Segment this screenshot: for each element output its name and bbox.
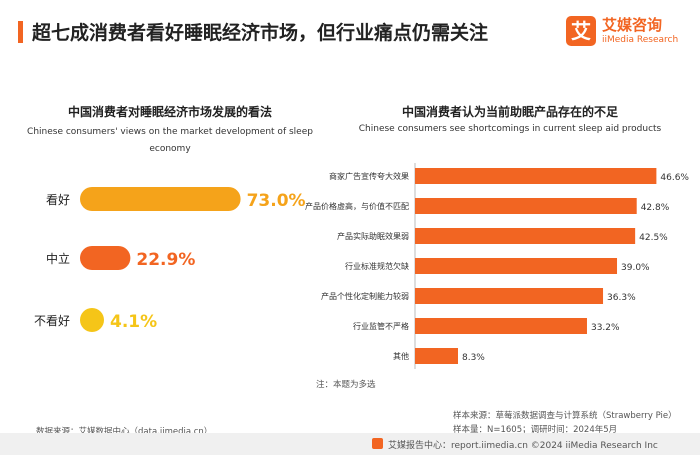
right-category-label: 产品价格虚高，与价值不匹配: [305, 201, 409, 211]
right-bar: [415, 258, 618, 274]
right-value-label: 8.3%: [462, 353, 485, 363]
page-title: 超七成消费者看好睡眠经济市场，但行业痛点仍需关注: [32, 22, 489, 44]
right-chart-subtitle: Chinese consumers see shortcomings in cu…: [358, 124, 662, 134]
right-bar: [415, 228, 636, 244]
report-center-icon: [372, 438, 383, 449]
right-bar: [415, 288, 604, 304]
right-value-label: 36.3%: [607, 293, 636, 303]
right-category-label: 行业标准规范欠缺: [345, 261, 409, 271]
left-chart-title: 中国消费者对睡眠经济市场发展的看法: [67, 105, 272, 119]
left-category-label: 中立: [46, 251, 70, 266]
logo-name-en: iiMedia Research: [602, 35, 679, 45]
footer-bar: [0, 433, 700, 455]
left-category-label: 看好: [46, 193, 70, 207]
right-category-label: 其他: [393, 351, 409, 361]
right-bar: [415, 168, 657, 184]
logo-name-cn: 艾媒咨询: [602, 16, 663, 34]
right-value-label: 42.5%: [639, 233, 668, 243]
left-value-label: 73.0%: [247, 191, 306, 211]
title-accent-bar: [18, 21, 23, 43]
left-bar: [80, 308, 104, 332]
iimedia-logo: 艾 艾媒咨询 iiMedia Research: [566, 14, 688, 50]
multi-select-note: 注：本题为多选: [316, 380, 376, 390]
right-value-label: 42.8%: [641, 203, 670, 213]
right-category-label: 商家广告宣传夸大效果: [329, 171, 409, 181]
right-bar: [415, 318, 587, 334]
left-bar: [80, 187, 241, 211]
left-bar: [80, 246, 131, 270]
right-value-label: 46.6%: [660, 173, 689, 183]
right-value-label: 33.2%: [591, 323, 620, 333]
sample-source-note: 样本来源：草莓派数据调查与计算系统（Strawberry Pie）: [453, 411, 677, 421]
right-category-label: 行业监管不严格: [353, 321, 409, 331]
right-category-label: 产品个性化定制能力较弱: [321, 291, 409, 301]
sample-size-note: 样本量：N=1605；调研时间：2024年5月: [453, 425, 618, 435]
title-bar: 超七成消费者看好睡眠经济市场，但行业痛点仍需关注 艾 艾媒咨询 iiMedia …: [0, 0, 700, 62]
data-source-note: 数据来源：艾媒数据中心（data.iimedia.cn）: [36, 427, 213, 437]
right-chart-title: 中国消费者认为当前助眠产品存在的不足: [401, 105, 618, 119]
logo-mark-icon: 艾: [566, 16, 596, 46]
left-chart-subtitle: Chinese consumers' views on the market d…: [27, 127, 313, 154]
left-value-label: 4.1%: [110, 312, 157, 332]
left-value-label: 22.9%: [136, 250, 195, 270]
right-category-label: 产品实际助眠效果弱: [337, 231, 409, 241]
footer-text: 艾媒报告中心：report.iimedia.cn ©2024 iiMedia R…: [388, 441, 658, 451]
right-bar: [415, 348, 458, 364]
left-category-label: 不看好: [34, 314, 70, 328]
right-value-label: 39.0%: [621, 263, 650, 273]
right-bar: [415, 198, 637, 214]
